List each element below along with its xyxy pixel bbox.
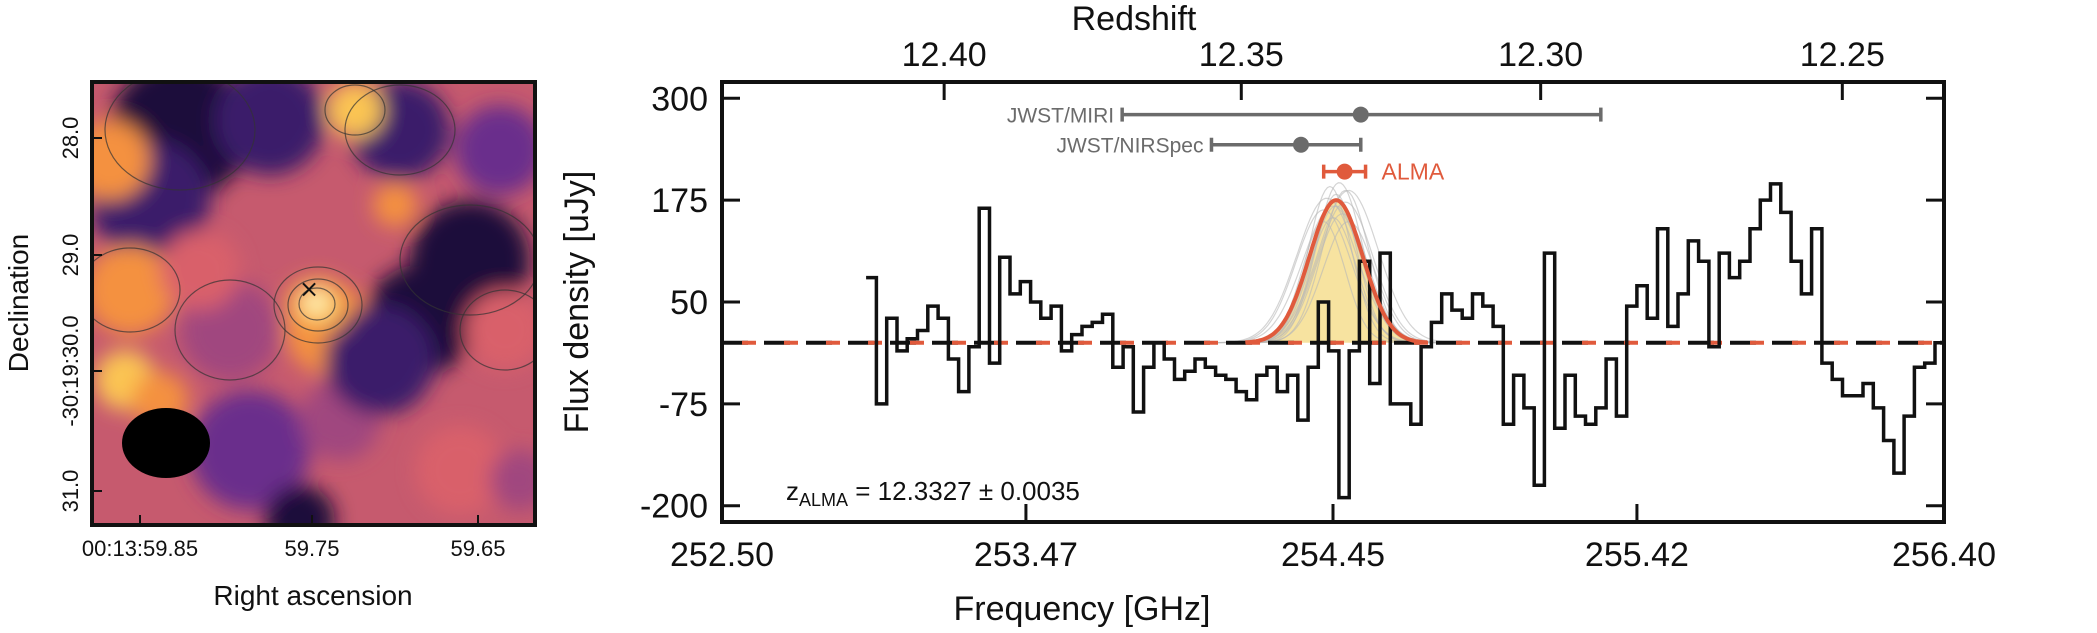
map-x-ticks: 00:13:59.85 59.75 59.65 [82,515,506,561]
redshift-tick-label: 12.35 [1199,36,1284,74]
marker-point [1336,163,1353,180]
x-tick-label: 256.40 [1892,536,1996,574]
map-feature [190,390,310,510]
redshift-axis-label: Redshift [1072,0,1197,38]
map-x-tick-label: 59.65 [450,536,505,561]
contour-line [92,247,181,333]
map-feature [455,105,535,195]
map-feature [325,305,435,415]
contour-line [104,82,256,191]
map-y-tick-label: 29.0 [58,234,83,277]
redshift-tick-label: 12.30 [1498,36,1583,74]
contour-line [344,84,456,176]
x-tick-label: 253.47 [974,536,1078,574]
x-tick-label: 255.42 [1585,536,1689,574]
contour-line [324,84,386,136]
map-feature [92,245,175,335]
fit-area [1229,200,1443,343]
map-x-label: Right ascension [213,580,412,611]
contour-line [399,204,535,316]
marker-point [1352,106,1369,123]
fit-sample [1212,209,1434,344]
source-peak [304,292,328,314]
y-axis-ticks: 300 175 50 -75 -200 [640,80,1944,526]
spectrum-panel: 300 175 50 -75 -200 252.50 253.47 254.45 255.42… [558,0,1996,628]
annotation-value: = 12.3327 ± 0.0035 [848,476,1080,506]
marker-point [1292,136,1309,153]
map-y-tick-label: -30:19:30.0 [58,315,83,426]
map-y-label: Declination [3,234,34,373]
x-tick-label: 254.45 [1281,536,1385,574]
x-axis-ticks: 252.50 253.47 254.45 255.42 256.40 [670,504,1996,574]
gaussian-fit [1207,182,1468,344]
redshift-annotation: zALMA = 12.3327 ± 0.0035 [786,476,1080,510]
contour-line [459,289,535,371]
map-feature [373,183,417,227]
map-y-tick-label: 31.0 [58,470,83,513]
emission-map: 00:13:59.85 59.75 59.65 28.0 29.0 -30:19:30.… [3,80,537,611]
map-feature [160,230,240,310]
source-position-marker: × [299,275,319,303]
map-feature [415,425,505,515]
map-x-tick-label: 59.75 [284,536,339,561]
marker-label: JWST/MIRI [1007,105,1114,128]
contour-line [287,278,349,332]
y-tick-label: -75 [659,386,708,424]
map-feature [327,82,383,138]
beam-ellipse [122,408,210,478]
annotation-sub: ALMA [799,490,848,510]
map-contours [92,82,535,381]
contour-line [174,279,286,381]
redshift-tick-label: 12.40 [902,36,987,74]
y-tick-label: 175 [651,182,708,220]
redshift-markers: JWST/MIRI JWST/NIRSpec ALMA [1007,105,1603,185]
y-axis-label: Flux density [uJy] [558,171,596,434]
x-tick-label: 252.50 [670,536,774,574]
contour-line [298,287,336,321]
map-frame [90,80,537,527]
map-y-tick-label: 28.0 [58,117,83,160]
map-feature [490,450,535,510]
x-axis-label: Frequency [GHz] [954,590,1211,628]
map-y-ticks: 28.0 29.0 -30:19:30.0 31.0 [58,117,102,513]
y-tick-label: 300 [651,80,708,118]
annotation-z: z [786,476,799,506]
marker-label: ALMA [1382,159,1445,185]
map-x-tick-label: 00:13:59.85 [82,536,198,561]
map-feature [265,485,335,525]
redshift-tick-label: 12.25 [1800,36,1885,74]
gaussian-fit-curve [1245,198,1428,345]
redshift-axis-ticks: 12.40 12.35 12.30 12.25 [902,36,1885,100]
marker-label: JWST/NIRSpec [1056,135,1203,158]
spectrum-histogram [866,182,1944,500]
y-tick-label: -200 [640,488,708,526]
fit-sample [1244,185,1413,344]
map-feature [465,290,535,370]
contour-line [273,266,363,344]
y-tick-label: 50 [670,284,708,322]
map-feature [215,82,325,175]
